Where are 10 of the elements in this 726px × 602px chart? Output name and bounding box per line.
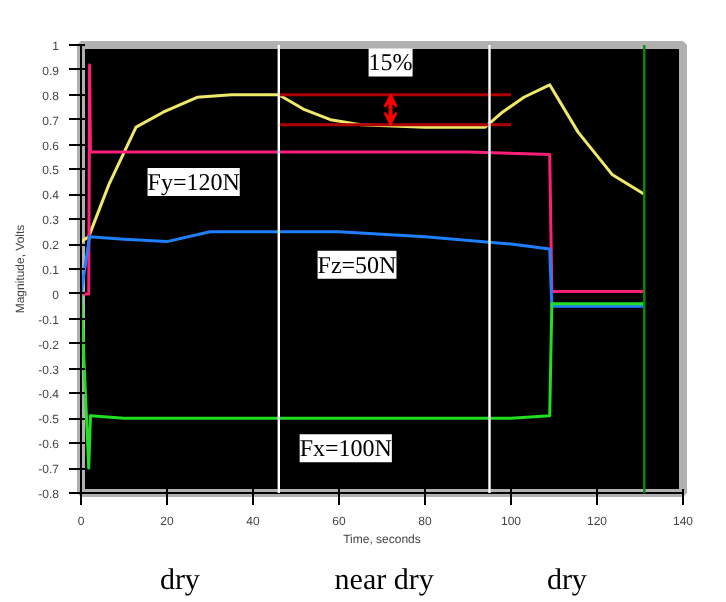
line-series (81, 83, 646, 244)
line-series (81, 230, 646, 308)
series-label: Fz=50N (317, 250, 398, 279)
text: dry (546, 565, 588, 597)
series-label: Fy=120N (147, 168, 241, 197)
text: near dry (334, 565, 435, 597)
line-series (81, 292, 646, 470)
text: dry (159, 565, 201, 597)
series-label: Fx=100N (299, 434, 393, 463)
annotation: 15% (368, 48, 413, 77)
